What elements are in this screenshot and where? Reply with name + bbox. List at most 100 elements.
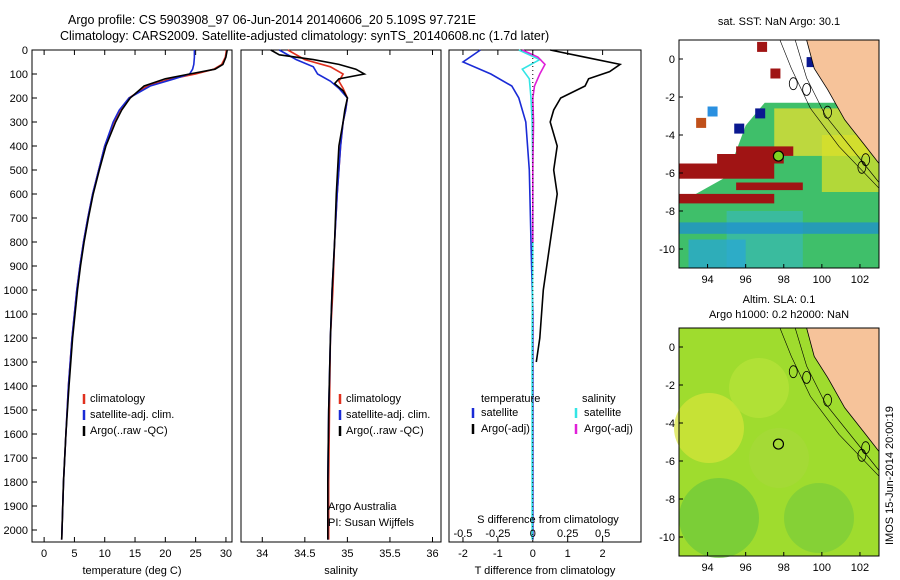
cloud-band <box>679 193 775 204</box>
map-y-tick-label: -2 <box>665 92 675 104</box>
legend-label: Argo(-adj) <box>481 423 530 435</box>
sla-blob <box>729 358 789 418</box>
y-tick-label: 1200 <box>4 333 28 345</box>
x-tick-label: -2 <box>458 548 468 560</box>
y-tick-label: 1300 <box>4 357 28 369</box>
y-tick-label: 300 <box>10 117 28 129</box>
y-tick-label: 100 <box>10 69 28 81</box>
x-tick-label: 35.5 <box>379 548 400 560</box>
map-title-sst: sat. SST: NaN Argo: 30.1 <box>718 16 840 28</box>
x-axis-label: temperature (deg C) <box>82 565 181 577</box>
legend-label: satellite-adj. clim. <box>90 409 174 421</box>
map-x-tick-label: 102 <box>851 562 869 574</box>
x-tick-label: 15 <box>129 548 141 560</box>
title-line-1: Argo profile: CS 5903908_97 06-Jun-2014 … <box>68 13 476 27</box>
map-x-tick-label: 94 <box>701 562 713 574</box>
x-tick-label: 36 <box>426 548 438 560</box>
map-y-tick-label: -6 <box>665 456 675 468</box>
map-y-tick-label: -6 <box>665 168 675 180</box>
sst-pixel <box>755 108 766 119</box>
series-line-temperature-2 <box>60 49 228 540</box>
sst-pixel <box>806 57 817 68</box>
imos-stamp: IMOS 15-Jun-2014 20:00:19 <box>884 406 896 545</box>
x-tick-label: 5 <box>71 548 77 560</box>
series-line-difference-1 <box>535 49 623 363</box>
panel-frame-difference <box>448 49 642 543</box>
y-tick-label: 1900 <box>4 501 28 513</box>
x-tick-label: 34.5 <box>294 548 315 560</box>
x-tick-label: 35 <box>341 548 353 560</box>
x-tick-label: 30 <box>220 548 232 560</box>
x-axis-label: salinity <box>324 565 358 577</box>
island-outline <box>788 365 798 379</box>
map-x-tick-label: 100 <box>813 562 831 574</box>
legend-label: satellite <box>481 407 518 419</box>
map-y-tick-label: 0 <box>669 54 675 66</box>
y-tick-label: 1400 <box>4 381 28 393</box>
panel-frame-salinity <box>240 49 442 543</box>
sst-pixel <box>770 68 781 79</box>
bathy-contour <box>794 39 880 183</box>
panel-frame-temperature <box>31 49 233 543</box>
sla-blob <box>679 478 759 558</box>
map-x-tick-label: 102 <box>851 274 869 286</box>
x-top-tick-label: 0.5 <box>595 528 610 540</box>
map-y-tick-label: -8 <box>665 206 675 218</box>
x-axis-top-label: S difference from climatology <box>477 514 619 526</box>
x-top-tick-label: 0 <box>530 528 536 540</box>
x-tick-label: -1 <box>493 548 503 560</box>
legend-label: climatology <box>346 393 402 405</box>
y-tick-label: 800 <box>10 237 28 249</box>
map-x-tick-label: 94 <box>701 274 713 286</box>
map-y-tick-label: -4 <box>665 130 675 142</box>
sla-blob <box>674 393 744 463</box>
cloud-band <box>717 154 784 164</box>
float-position-marker <box>772 150 785 162</box>
map-y-tick-label: -10 <box>659 532 675 544</box>
bathy-contour <box>779 327 880 477</box>
annotation-pi: PI: Susan Wijffels <box>328 517 414 529</box>
x-top-tick-label: 0.25 <box>557 528 578 540</box>
annotation-institution: Argo Australia <box>328 501 397 513</box>
map-map-sst <box>678 39 880 269</box>
bathy-contour <box>779 39 880 189</box>
y-tick-label: 1000 <box>4 285 28 297</box>
map-y-tick-label: -10 <box>659 244 675 256</box>
sla-blob <box>749 428 809 488</box>
map-y-tick-label: -2 <box>665 380 675 392</box>
x-top-tick-label: -0.25 <box>485 528 510 540</box>
map-frame <box>678 39 880 269</box>
legend-label: Argo(-adj) <box>584 423 633 435</box>
y-tick-label: 400 <box>10 141 28 153</box>
x-tick-label: 20 <box>159 548 171 560</box>
island-outline <box>788 77 798 91</box>
y-tick-label: 1700 <box>4 453 28 465</box>
x-tick-label: 0 <box>41 548 47 560</box>
cloud-band <box>736 182 803 191</box>
island-outline <box>802 370 812 384</box>
legend-header: salinity <box>582 393 616 405</box>
x-axis-label: T difference from climatology <box>475 565 616 577</box>
sst-pixel <box>696 117 707 128</box>
map-x-tick-label: 96 <box>740 274 752 286</box>
y-tick-label: 1600 <box>4 429 28 441</box>
legend-header: temperature <box>481 393 540 405</box>
x-tick-label: 1 <box>565 548 571 560</box>
x-tick-label: 0 <box>530 548 536 560</box>
legend-label: climatology <box>90 393 146 405</box>
y-tick-label: 900 <box>10 261 28 273</box>
sla-blob <box>784 483 854 553</box>
y-tick-label: 2000 <box>4 525 28 537</box>
series-line-salinity-2 <box>270 49 367 540</box>
x-tick-label: 34 <box>256 548 268 560</box>
map-subtitle-sla: Argo h1000: 0.2 h2000: NaN <box>709 309 849 321</box>
y-tick-label: 1500 <box>4 405 28 417</box>
y-tick-label: 1800 <box>4 477 28 489</box>
x-tick-label: 2 <box>600 548 606 560</box>
sst-pixel <box>707 106 718 117</box>
map-x-tick-label: 98 <box>778 274 790 286</box>
map-y-tick-label: -8 <box>665 494 675 506</box>
y-tick-label: 0 <box>22 45 28 57</box>
map-y-tick-label: 0 <box>669 342 675 354</box>
